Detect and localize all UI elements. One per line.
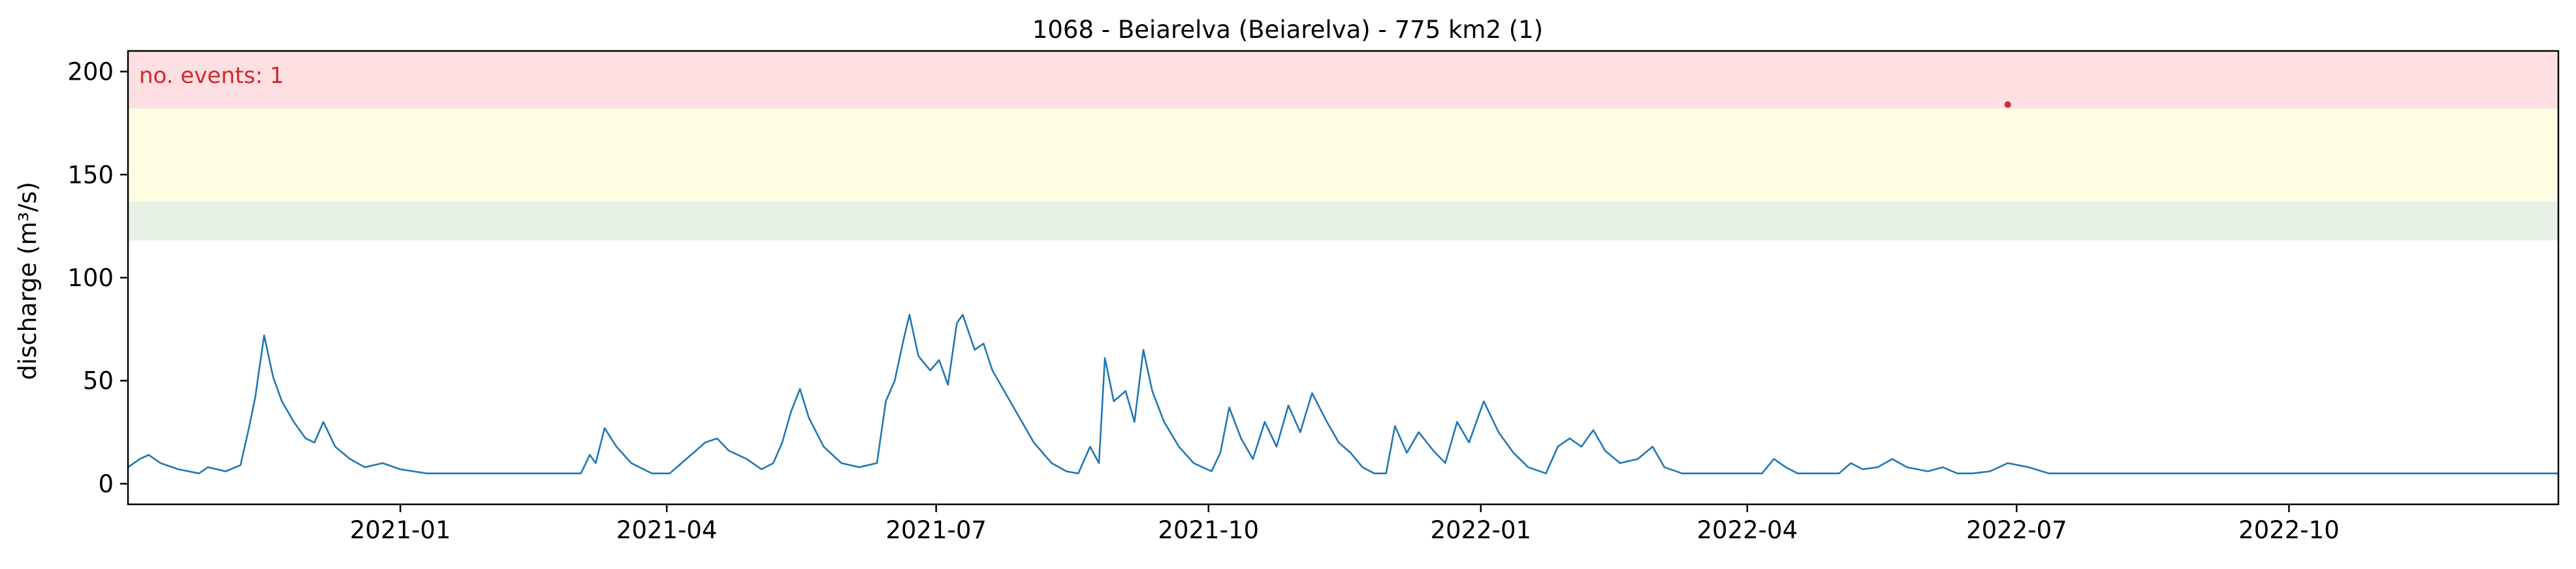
x-tick-label: 2021-10 bbox=[1158, 516, 1259, 544]
x-tick-label: 2022-04 bbox=[1697, 516, 1798, 544]
event-markers bbox=[2004, 101, 2011, 108]
y-tick-label: 0 bbox=[98, 470, 114, 498]
y-tick-label: 50 bbox=[83, 367, 114, 395]
x-tick-label: 2021-04 bbox=[616, 516, 718, 544]
discharge-series-line bbox=[127, 314, 2558, 474]
threshold-band-1 bbox=[128, 108, 2558, 202]
event-count-annotation: no. events: 1 bbox=[139, 63, 284, 89]
y-tick-label: 100 bbox=[67, 264, 114, 292]
threshold-bands bbox=[128, 51, 2558, 241]
x-tick-label: 2022-07 bbox=[1966, 516, 2067, 544]
threshold-band-0 bbox=[128, 201, 2558, 241]
y-tick-label: 150 bbox=[67, 161, 114, 189]
threshold-band-2 bbox=[128, 51, 2558, 109]
event-marker bbox=[2004, 101, 2011, 108]
y-tick-label: 200 bbox=[67, 58, 114, 86]
x-axis: 2021-01 2021-04 2021-07 2021-10 2022-01 2022-… bbox=[350, 504, 2340, 544]
chart-title: 1068 - Beiarelva (Beiarelva) - 775 km2 (… bbox=[1032, 16, 1543, 44]
x-tick-label: 2021-01 bbox=[350, 516, 451, 544]
y-axis-label: discharge (m³/s) bbox=[14, 182, 42, 380]
x-tick-label: 2021-07 bbox=[885, 516, 987, 544]
plot-frame bbox=[127, 50, 2560, 506]
x-tick-label: 2022-01 bbox=[1431, 516, 1532, 544]
y-axis: 0 50 100 150 200 bbox=[67, 58, 128, 498]
x-tick-label: 2022-10 bbox=[2238, 516, 2340, 544]
